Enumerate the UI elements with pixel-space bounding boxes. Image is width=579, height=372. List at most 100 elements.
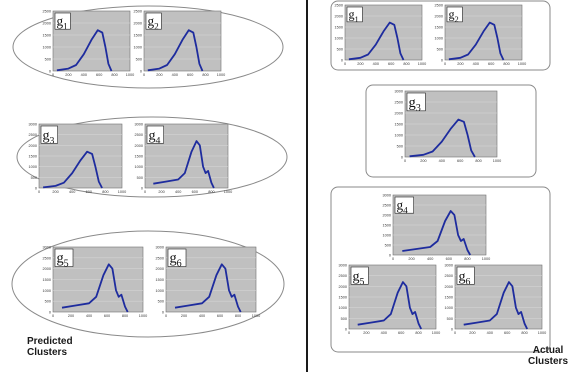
x-tick-label: 0: [165, 314, 167, 318]
y-tick-label: 1000: [135, 165, 143, 169]
gene-label-box: [54, 12, 71, 30]
x-tick-label: 1000: [252, 314, 260, 318]
x-tick-label: 600: [104, 314, 110, 318]
expression-curve: [348, 21, 405, 61]
y-tick-label: 0: [162, 311, 164, 315]
x-tick-label: 1000: [139, 314, 147, 318]
y-tick-label: 500: [437, 48, 443, 52]
gene-label: g2: [449, 8, 459, 24]
x-tick-label: 200: [65, 73, 71, 77]
y-tick-label: 1000: [335, 37, 343, 41]
gene-label-box: [146, 125, 164, 144]
x-tick-label: 600: [457, 159, 463, 163]
x-tick-label: 0: [38, 190, 40, 194]
x-tick-label: 0: [52, 73, 54, 77]
x-tick-label: 0: [143, 73, 145, 77]
x-tick-label: 200: [158, 190, 164, 194]
x-tick-label: 400: [373, 62, 379, 66]
x-tick-label: 200: [420, 159, 426, 163]
y-tick-label: 0: [341, 59, 343, 63]
x-tick-label: 600: [504, 331, 510, 335]
y-tick-label: 2000: [43, 267, 51, 271]
x-tick-label: 0: [344, 62, 346, 66]
x-tick-label: 800: [464, 257, 470, 261]
y-tick-label: 1000: [383, 234, 391, 238]
x-tick-label: 600: [388, 62, 394, 66]
gene-label-box: [406, 92, 426, 112]
y-tick-label: 2500: [435, 4, 443, 8]
y-tick-label: 2000: [29, 144, 37, 148]
y-tick-label: 3000: [43, 246, 51, 250]
x-tick-label: 0: [444, 62, 446, 66]
gene-label: g3: [409, 95, 421, 114]
x-tick-label: 1000: [518, 62, 526, 66]
x-tick-label: 600: [488, 62, 494, 66]
gene-label-box: [446, 6, 463, 23]
x-tick-label: 200: [68, 314, 74, 318]
x-tick-label: 1000: [493, 159, 501, 163]
x-tick-label: 400: [487, 331, 493, 335]
y-tick-label: 500: [341, 317, 347, 321]
predicted-caption-line1: Predicted: [27, 336, 73, 347]
x-tick-label: 0: [454, 331, 456, 335]
actual-caption-line1: Actual: [532, 345, 564, 356]
expression-curve: [174, 263, 242, 313]
x-tick-label: 0: [348, 331, 350, 335]
x-tick-label: 600: [398, 331, 404, 335]
x-tick-label: 200: [457, 62, 463, 66]
y-tick-label: 3000: [395, 90, 403, 94]
gene-label-box: [54, 248, 74, 267]
x-tick-label: 800: [415, 331, 421, 335]
y-tick-label: 1500: [29, 155, 37, 159]
gene-label: g6: [170, 251, 182, 270]
actual-caption-line2: Clusters: [528, 356, 569, 367]
y-tick-label: 0: [35, 187, 37, 191]
x-tick-label: 600: [446, 257, 452, 261]
x-tick-label: 0: [144, 190, 146, 194]
gene-label-box: [456, 266, 475, 285]
x-tick-label: 400: [175, 190, 181, 194]
x-tick-label: 1000: [538, 331, 546, 335]
x-tick-label: 400: [172, 73, 178, 77]
y-tick-label: 2000: [435, 15, 443, 19]
x-tick-label: 0: [52, 314, 54, 318]
x-tick-label: 400: [439, 159, 445, 163]
gene-label: g5: [353, 268, 365, 287]
x-tick-label: 1000: [418, 62, 426, 66]
gene-label-box: [346, 6, 363, 23]
y-tick-label: 2000: [43, 22, 51, 26]
y-tick-label: 500: [31, 176, 37, 180]
y-tick-label: 2500: [339, 274, 347, 278]
y-tick-label: 2000: [339, 285, 347, 289]
x-tick-label: 800: [208, 190, 214, 194]
y-tick-label: 2500: [395, 101, 403, 105]
y-tick-label: 2500: [383, 204, 391, 208]
y-tick-label: 2000: [335, 15, 343, 19]
y-tick-label: 500: [45, 300, 51, 304]
expression-curve: [402, 210, 471, 256]
x-tick-label: 800: [403, 62, 409, 66]
x-tick-label: 800: [503, 62, 509, 66]
y-tick-label: 2000: [383, 214, 391, 218]
y-tick-label: 500: [45, 58, 51, 62]
y-tick-label: 2500: [43, 256, 51, 260]
y-tick-label: 1500: [395, 123, 403, 127]
y-tick-label: 1500: [435, 26, 443, 30]
gene-label-box: [167, 248, 187, 267]
actual-cluster-3-box: [330, 186, 551, 353]
y-tick-label: 2500: [134, 10, 142, 14]
x-tick-label: 800: [111, 73, 117, 77]
x-tick-label: 800: [235, 314, 241, 318]
y-tick-label: 1000: [156, 289, 164, 293]
y-tick-label: 0: [401, 156, 403, 160]
y-tick-label: 2000: [445, 285, 453, 289]
